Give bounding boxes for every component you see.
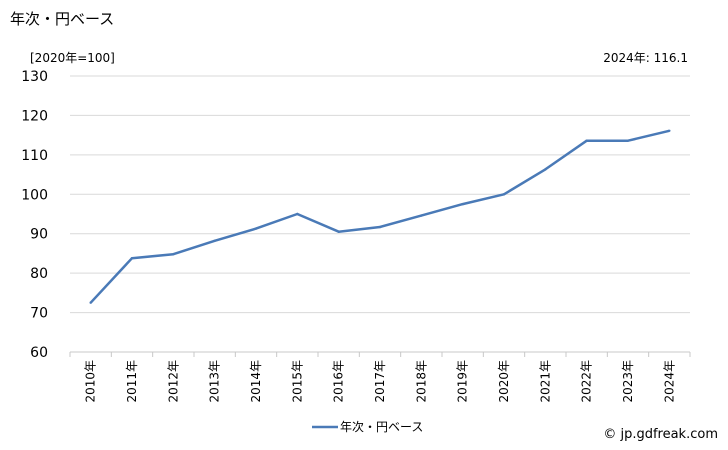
source-credit: © jp.gdfreak.com	[603, 427, 718, 442]
data-point	[668, 129, 671, 133]
x-tick-label: 2022年	[580, 360, 594, 403]
y-tick-label: 70	[30, 306, 48, 322]
x-tick-label: 2011年	[125, 360, 139, 403]
chart-title: 年次・円ベース	[10, 10, 115, 28]
series-line	[89, 129, 670, 304]
data-point	[502, 193, 506, 196]
data-point	[461, 202, 464, 206]
y-tick-label: 100	[21, 187, 48, 203]
latest-value-label: 2024年: 116.1	[603, 51, 688, 65]
x-tick-label: 2021年	[538, 360, 552, 403]
unit-label: [2020年=100]	[30, 51, 115, 65]
series-group	[89, 129, 671, 304]
x-tick-label: 2015年	[290, 360, 304, 403]
x-tick-label: 2012年	[166, 360, 180, 403]
y-tick-label: 60	[30, 345, 48, 361]
data-point	[626, 139, 630, 142]
data-point	[213, 239, 216, 243]
data-point	[172, 253, 175, 256]
x-tick-label: 2019年	[456, 360, 470, 403]
data-point	[420, 214, 423, 217]
x-axis: 2010年 2011年 2012年 2013年 2014年 2015年 2016年 2017年…	[69, 351, 691, 403]
x-tick-label: 2020年	[497, 360, 511, 403]
y-tick-label: 110	[21, 148, 48, 164]
x-tick-label: 2016年	[332, 360, 346, 403]
data-point	[544, 168, 547, 171]
y-tick-label: 80	[30, 266, 48, 282]
legend: 年次・円ベース	[312, 420, 423, 434]
y-tick-label: 130	[21, 69, 48, 85]
x-tick-label: 2024年	[662, 360, 676, 403]
data-point	[585, 139, 588, 142]
x-tick-label: 2023年	[621, 360, 635, 403]
data-point	[337, 230, 340, 233]
x-tick-label: 2017年	[373, 360, 387, 403]
y-axis: 60 70 80 90 100 110 120 130	[21, 69, 48, 361]
y-tick-label: 120	[21, 108, 48, 124]
grid-lines	[70, 75, 690, 314]
x-tick-label: 2010年	[84, 360, 98, 403]
x-tick-label: 2018年	[414, 360, 428, 403]
data-point	[89, 301, 92, 304]
data-point	[378, 225, 382, 229]
x-tick-label: 2013年	[208, 360, 222, 403]
x-tick-label: 2014年	[249, 360, 263, 403]
data-point	[254, 227, 258, 230]
data-point	[130, 256, 134, 260]
data-point	[296, 212, 299, 216]
legend-label: 年次・円ベース	[340, 420, 423, 434]
y-tick-label: 90	[30, 227, 48, 243]
